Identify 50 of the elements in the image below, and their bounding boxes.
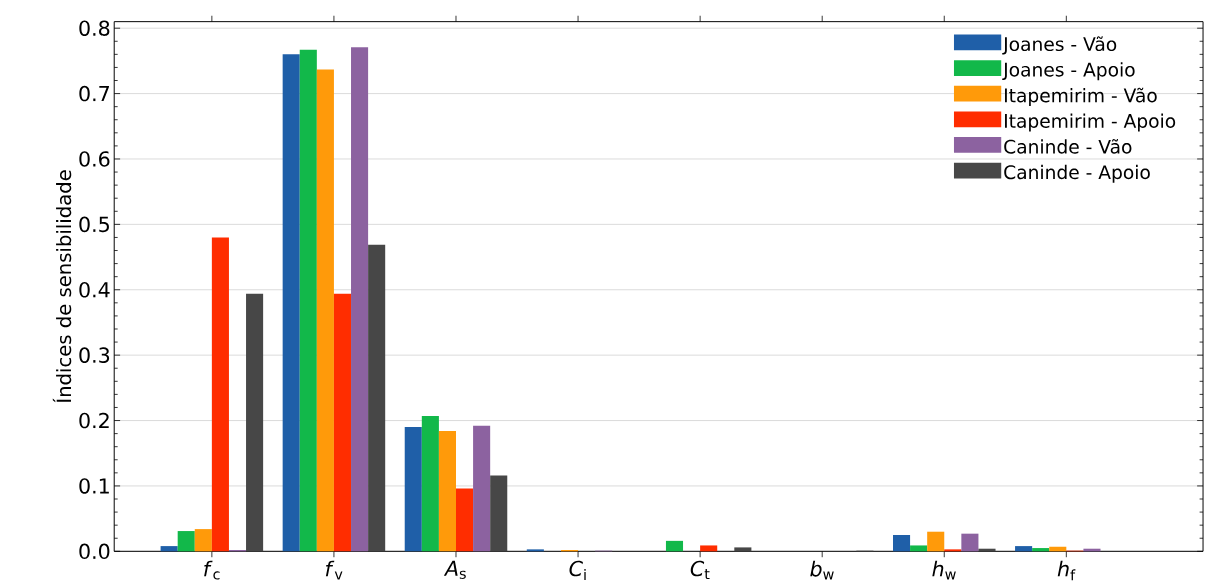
bar (893, 535, 911, 552)
y-tick-label: 0.8 (79, 20, 110, 37)
bar (351, 47, 369, 552)
y-tick-label: 0.3 (79, 347, 110, 364)
bar (211, 237, 229, 552)
bar (282, 54, 300, 552)
bar (368, 244, 386, 552)
bar (473, 425, 491, 552)
x-tick-label: h$_{w}$ (932, 560, 956, 580)
bar (734, 547, 752, 552)
bar (404, 427, 422, 552)
y-tick-label: 0.5 (79, 216, 109, 233)
bar (316, 69, 334, 552)
bar (910, 545, 928, 552)
y-tick-label: 0.0 (79, 543, 110, 560)
bar (665, 540, 684, 552)
x-tick-label: C$_{t}$ (690, 560, 710, 580)
bar (194, 529, 212, 552)
x-tick-label: b$_{w}$ (810, 560, 834, 580)
bar (177, 531, 195, 552)
y-tick-label: 0.4 (79, 282, 110, 298)
y-tick-label: 0.6 (79, 151, 110, 167)
legend-label: Caninde - Apoio (1004, 164, 1150, 183)
bar (160, 546, 178, 552)
legend-label: Caninde - Vão (1004, 139, 1132, 154)
bar (1015, 546, 1033, 552)
x-tick-label: A$_{s}$ (443, 560, 466, 580)
bar (456, 488, 474, 552)
bar (299, 49, 317, 552)
bar (1032, 548, 1050, 552)
y-tick-label: 0.7 (79, 85, 109, 102)
y-tick-label: 0.1 (79, 478, 109, 494)
y-axis-title: Índices de sensibilidade (52, 170, 72, 403)
x-tick-label: h$_{f}$ (1057, 560, 1076, 581)
legend-label: Joanes - Vão (1002, 36, 1117, 55)
bar (438, 431, 456, 552)
bar (961, 533, 979, 552)
bar (490, 475, 508, 552)
bar (246, 293, 264, 552)
bar (421, 416, 439, 552)
legend-label: Itapemirim - Vão (1005, 87, 1157, 107)
bar (333, 293, 352, 552)
x-tick-label: f$_{v}$ (325, 560, 343, 580)
x-tick-label: C$_{i}$ (569, 560, 586, 581)
bar (927, 531, 945, 552)
y-tick-label: 0.2 (79, 412, 109, 429)
bar (700, 545, 718, 552)
x-tick-label: f$_{c}$ (204, 560, 220, 580)
legend-label: Itapemirim - Apoio (1005, 113, 1176, 132)
legend-label: Joanes - Apoio (1002, 62, 1135, 81)
